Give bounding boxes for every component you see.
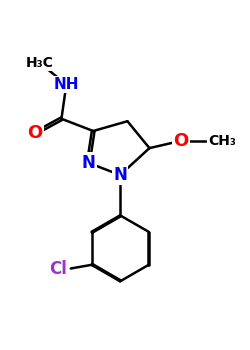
Text: H₃C: H₃C [26, 56, 54, 70]
Text: Cl: Cl [49, 259, 67, 278]
Text: N: N [82, 154, 95, 172]
Text: CH₃: CH₃ [208, 134, 236, 148]
Text: NH: NH [54, 77, 79, 92]
Text: O: O [27, 125, 42, 142]
Text: O: O [174, 132, 189, 150]
Text: N: N [113, 166, 127, 184]
